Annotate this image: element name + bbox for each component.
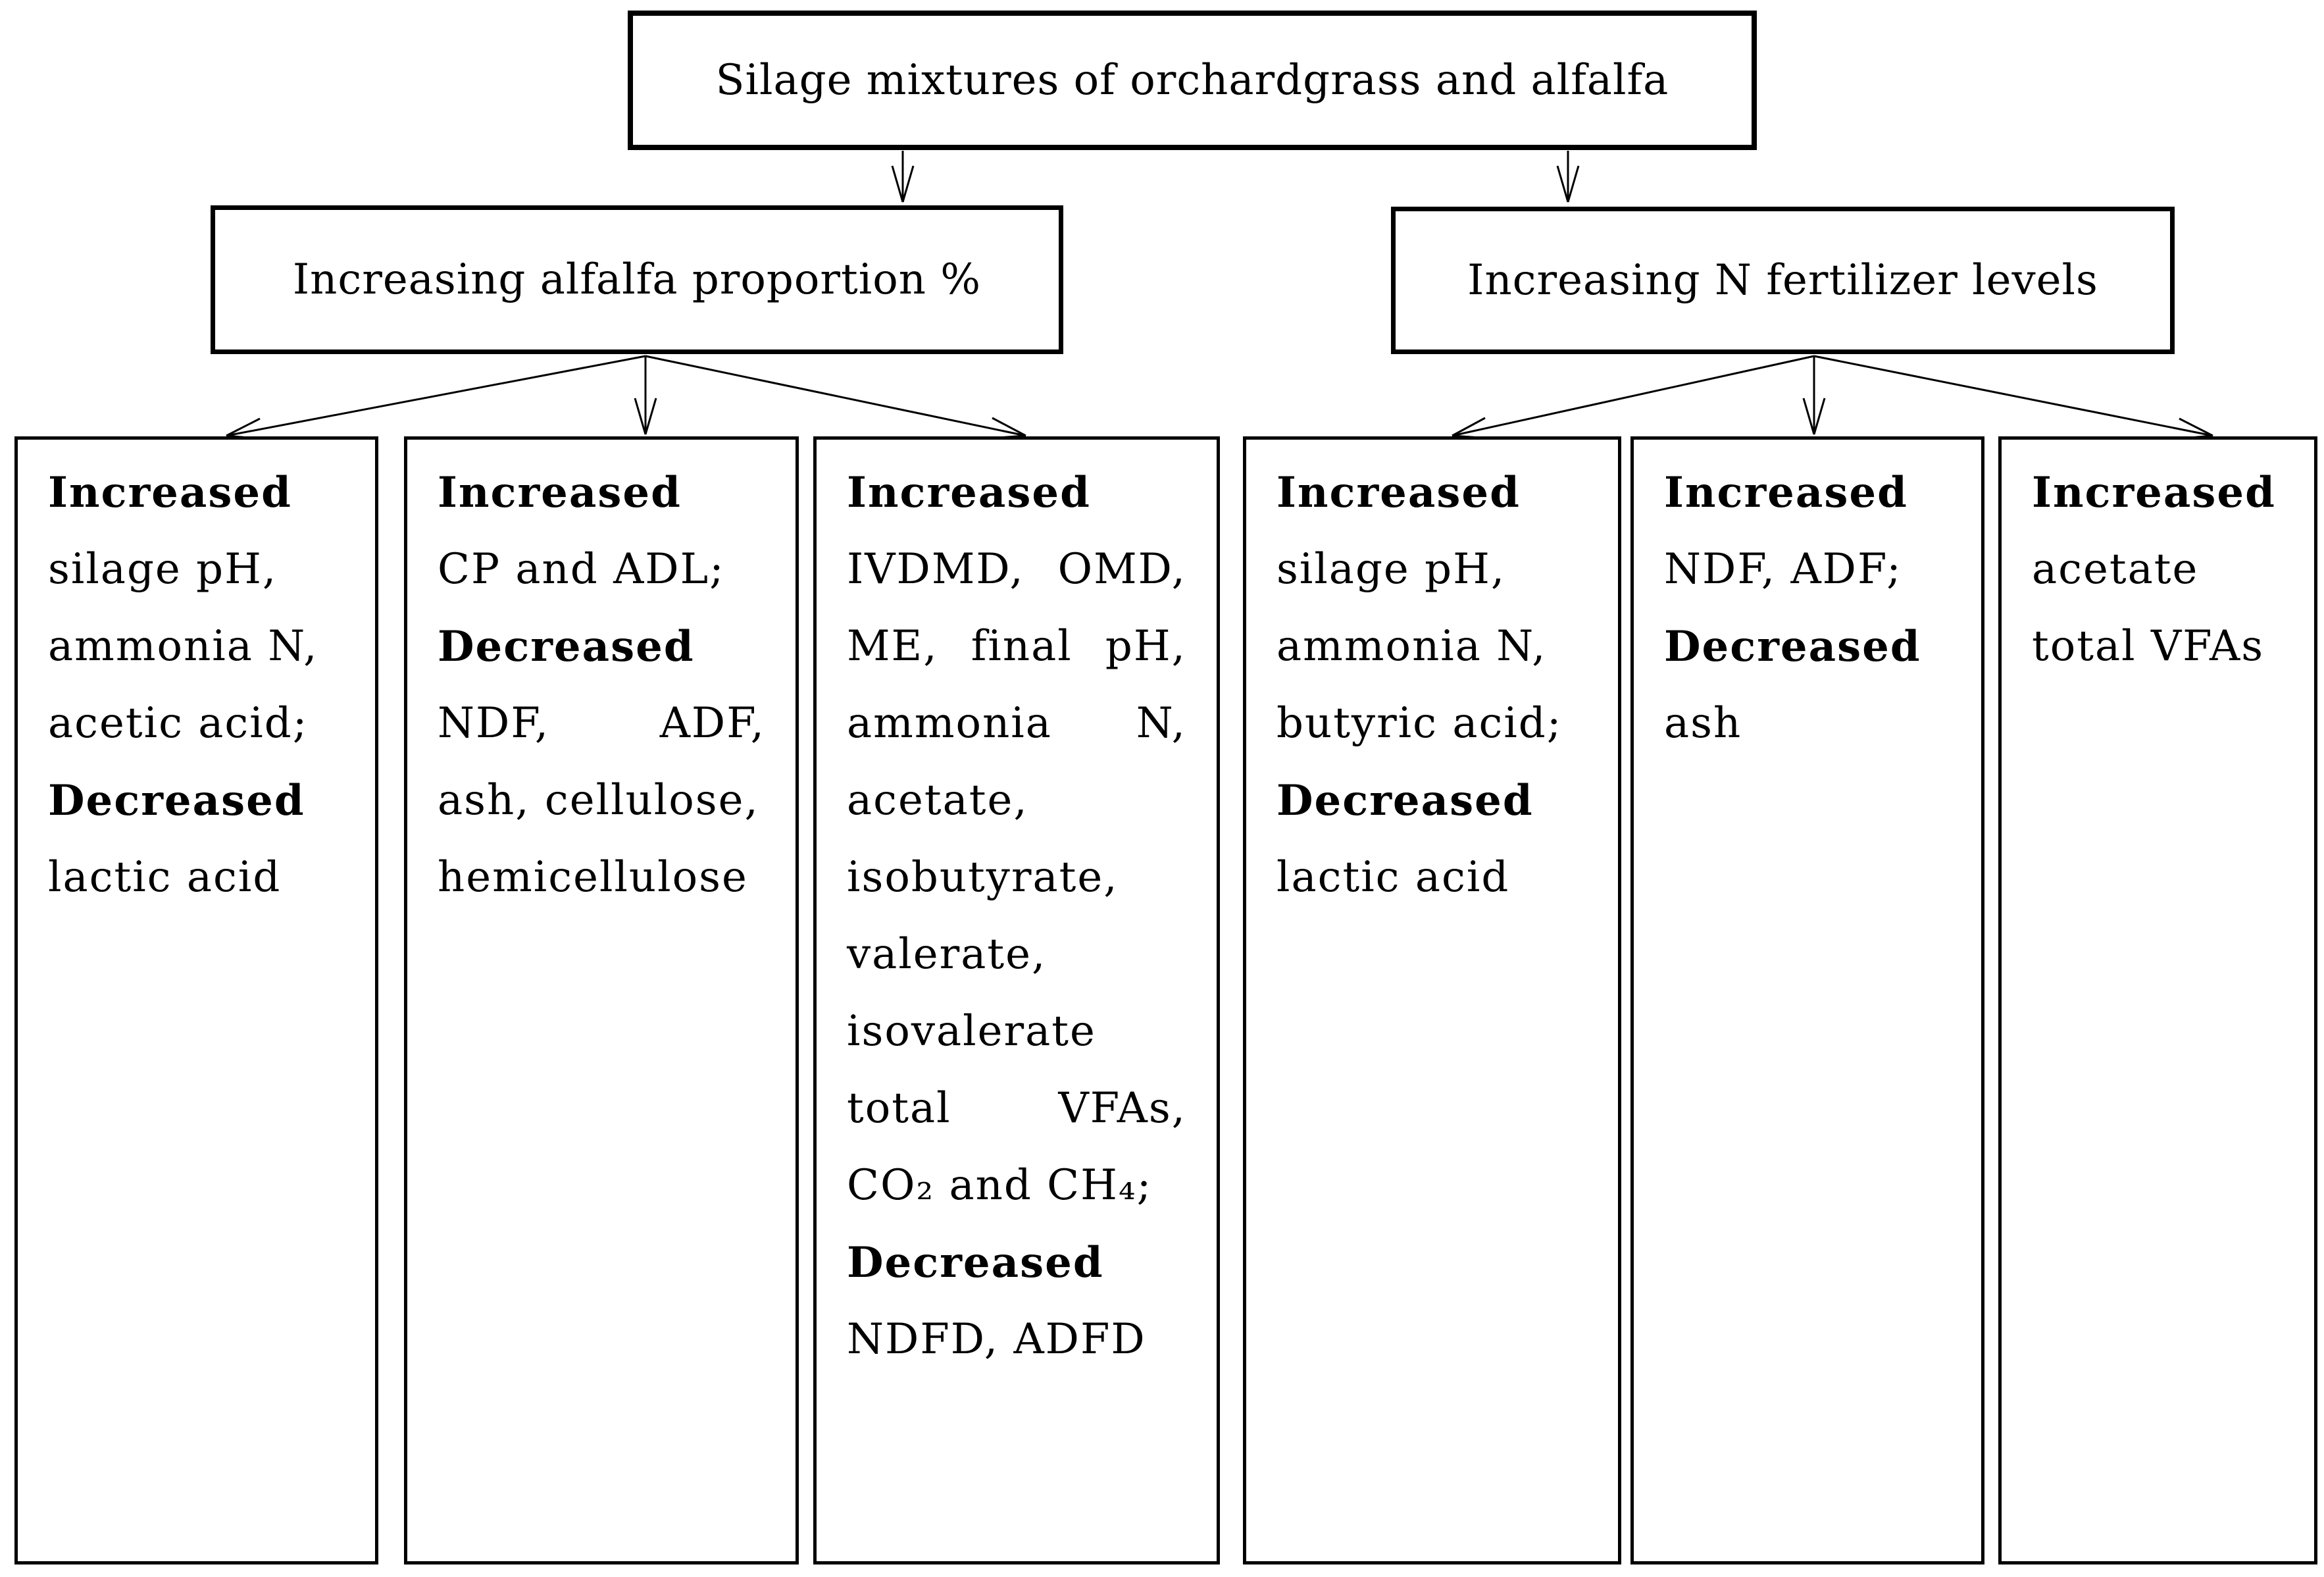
root-box-label: Silage mixtures of orchardgrass and alfa… [715,56,1669,105]
branch-box-alfalfa-label: Increasing alfalfa proportion % [292,255,982,304]
outcome-line: lactic acid [48,853,282,902]
outcome-line: NDFD, ADFD [847,1315,1146,1364]
arrow-nitrogen-to-outcome-5 [1802,356,1826,435]
outcome-line: Increased [48,468,292,517]
outcome-line: Increased [1664,468,1908,517]
outcome-line: butyric acid; [1276,699,1563,748]
branch-box-alfalfa: Increasing alfalfa proportion % [211,205,1063,354]
outcome-line: ash, cellulose, [438,776,759,825]
outcome-line-word: total [847,1084,951,1133]
outcome-line: ammonia N, [1276,622,1547,671]
outcome-line: ammonia N, [847,685,1186,762]
outcome-line: hemicellulose [438,853,748,902]
outcome-box-6: Increased acetate total VFAs [1998,436,2317,1564]
outcome-line: CO₂ and CH₄; [847,1161,1153,1210]
outcome-box-1: Increased silage pH, ammonia N, acetic acid… [14,436,378,1564]
outcome-box-2: Increased CP and ADL; Decreased NDF, ADF, ash… [404,436,799,1564]
arrow-alfalfa-to-outcome-3 [645,355,1026,440]
outcome-line: silage pH, [1276,545,1506,594]
outcome-box-4: Increased silage pH, ammonia N, butyric aci… [1243,436,1621,1564]
outcome-line: CP and ADL; [438,545,725,594]
outcome-line: isobutyrate, [847,853,1119,902]
outcome-line: total VFAs [2032,622,2265,671]
outcome-line: acetate, [847,776,1028,825]
outcome-line: valerate, [847,930,1047,979]
arrow-nitrogen-to-outcome-6 [1813,355,2213,440]
outcome-line: Decreased [1664,622,1921,671]
arrow-nitrogen-to-outcome-4 [1452,355,1815,440]
outcome-line: Decreased [48,776,305,825]
branch-box-nitrogen: Increasing N fertilizer levels [1391,207,2175,354]
outcome-line-word: ME, [847,622,938,671]
outcome-line-word: N, [1136,699,1186,748]
outcome-box-5: Increased NDF, ADF; Decreased ash [1630,436,1984,1564]
outcome-line: Increased [438,468,682,517]
outcome-line: NDF, ADF; [1664,545,1902,594]
root-box: Silage mixtures of orchardgrass and alfa… [628,11,1757,150]
outcome-line: NDF, ADF, [438,685,765,762]
arrow-alfalfa-to-outcome-1 [226,355,646,440]
outcome-line: Decreased [847,1238,1104,1287]
outcome-line: ammonia N, [48,622,318,671]
arrow-root-to-nitrogen [1556,151,1580,203]
outcome-line: ash [1664,699,1742,748]
outcome-line: acetic acid; [48,699,309,748]
outcome-line: total VFAs, [847,1070,1186,1147]
outcome-line: ME, final pH, [847,608,1186,685]
outcome-line-word: VFAs, [1058,1084,1186,1133]
outcome-line: silage pH, [48,545,278,594]
outcome-line: Increased [2032,468,2276,517]
outcome-line-word: IVDMD, [847,545,1024,594]
outcome-line-word: ammonia [847,699,1052,748]
outcome-line-word: final [971,622,1073,671]
arrow-root-to-alfalfa [891,151,915,203]
outcome-line: isovalerate [847,1007,1096,1056]
outcome-line: Increased [847,468,1091,517]
outcome-line-word: NDF, [438,699,550,748]
outcome-line: Increased [1276,468,1521,517]
outcome-box-3: Increased IVDMD, OMD, ME, final pH, ammonia N, a… [813,436,1220,1564]
arrow-alfalfa-to-outcome-2 [634,356,657,435]
outcome-line: acetate [2032,545,2199,594]
outcome-line-word: pH, [1105,622,1186,671]
branch-box-nitrogen-label: Increasing N fertilizer levels [1467,256,2098,305]
outcome-line: lactic acid [1276,853,1510,902]
outcome-line-word: OMD, [1057,545,1186,594]
outcome-line: Decreased [1276,776,1534,825]
outcome-line-word: ADF, [659,699,765,748]
outcome-line: IVDMD, OMD, [847,531,1186,608]
outcome-line: Decreased [438,622,695,671]
